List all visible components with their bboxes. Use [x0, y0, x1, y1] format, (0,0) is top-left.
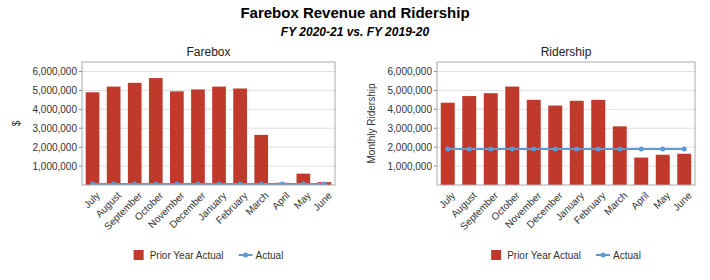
marker [238, 182, 243, 185]
tick-label: 4,000,000 [388, 104, 433, 115]
tick-label: 2,000,000 [33, 142, 78, 153]
title: Farebox Revenue and Ridership [240, 4, 469, 21]
bar [86, 92, 100, 185]
marker [596, 147, 601, 152]
bar [233, 88, 247, 185]
marker [488, 147, 493, 152]
tick-label: 4,000,000 [33, 104, 78, 115]
bar [191, 89, 205, 185]
panel: 1,000,000 2,000,000 3,000,000 4,000,000 5,00… [11, 45, 335, 261]
bar [462, 96, 476, 185]
marks [86, 78, 332, 185]
marker [132, 182, 137, 185]
bar [591, 100, 605, 185]
marker [174, 182, 179, 185]
marker [467, 147, 472, 152]
bar [484, 93, 498, 185]
axis-label: $ [11, 120, 22, 126]
bar [254, 135, 268, 185]
bar [441, 103, 455, 185]
bar [656, 155, 670, 185]
marker [322, 182, 327, 185]
bar [107, 87, 121, 185]
category-label: June [671, 189, 694, 212]
panel-title: Farebox [186, 45, 230, 59]
grid-line [437, 90, 695, 91]
legend-swatch [134, 250, 144, 260]
marker [445, 147, 450, 152]
marker [301, 182, 306, 185]
chart: Farebox Revenue and Ridership FY 2020-21 … [0, 0, 710, 280]
legend: Prior Year Actual Actual [491, 250, 641, 261]
bar [170, 91, 184, 185]
marker [217, 182, 222, 185]
category-label: March [602, 190, 629, 217]
legend-label: Actual [256, 250, 284, 261]
tick-label: 3,000,000 [33, 123, 78, 134]
bar [548, 106, 562, 185]
axis-label: Monthly Ridership [366, 83, 377, 163]
bar [570, 101, 584, 185]
category-label: June [311, 189, 334, 212]
legend-label: Actual [613, 250, 641, 261]
tick-label: 1,000,000 [33, 161, 78, 172]
tick-label: 2,000,000 [388, 142, 433, 153]
panel-title: Ridership [541, 45, 592, 59]
marks [441, 87, 691, 185]
plot-frame [82, 62, 335, 185]
bar [128, 83, 142, 185]
legend-swatch [601, 253, 606, 258]
marker [195, 182, 200, 185]
tick-label: 3,000,000 [388, 123, 433, 134]
bar [613, 126, 627, 185]
legend-label: Prior Year Actual [507, 250, 581, 261]
category-label: May [651, 190, 672, 211]
marker [660, 147, 665, 152]
marker [639, 147, 644, 152]
bar [527, 100, 541, 185]
legend-swatch [243, 253, 248, 258]
subtitle: FY 2020-21 vs. FY 2019-20 [281, 25, 430, 39]
marker [153, 182, 158, 185]
marker [111, 182, 116, 185]
marker [574, 147, 579, 152]
marker [280, 182, 285, 185]
grid-line [437, 71, 695, 72]
marker [553, 147, 558, 152]
marker [531, 147, 536, 152]
panel: 1,000,000 2,000,000 3,000,000 4,000,000 5,00… [366, 45, 695, 261]
plot-frame [437, 62, 695, 185]
bar [677, 154, 691, 185]
tick-label: 5,000,000 [33, 85, 78, 96]
legend-label: Prior Year Actual [150, 250, 224, 261]
category-label: April [629, 190, 651, 212]
grid-line [82, 71, 335, 72]
bar [634, 158, 648, 185]
marker [259, 182, 264, 185]
category-label: March [243, 190, 270, 217]
bar [212, 87, 226, 185]
bar [505, 87, 519, 185]
marker [617, 147, 622, 152]
tick-label: 6,000,000 [33, 66, 78, 77]
category-label: April [270, 190, 292, 212]
bar [149, 78, 163, 185]
line [448, 148, 685, 150]
category-label: May [292, 190, 313, 211]
tick-label: 6,000,000 [388, 66, 433, 77]
marker [90, 182, 95, 185]
tick-label: 5,000,000 [388, 85, 433, 96]
marker [510, 147, 515, 152]
marker [682, 147, 687, 152]
legend-swatch [491, 250, 501, 260]
legend: Prior Year Actual Actual [134, 250, 284, 261]
tick-label: 1,000,000 [388, 161, 433, 172]
